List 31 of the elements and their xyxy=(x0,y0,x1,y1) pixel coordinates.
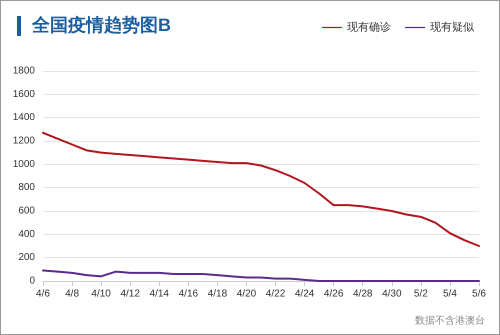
x-tick-label: 4/14 xyxy=(150,288,170,300)
y-tick-label: 1400 xyxy=(12,112,36,124)
y-tick-label: 600 xyxy=(18,206,36,216)
legend-label: 现有疑似 xyxy=(430,22,474,34)
text: 数据不含港澳台 xyxy=(415,314,485,326)
x-tick-label: 4/22 xyxy=(266,288,286,300)
y-tick-label: 1200 xyxy=(12,136,36,146)
x-tick-label: 4/10 xyxy=(91,288,112,300)
x-tick-label: 4/8 xyxy=(65,288,80,300)
x-tick-label: 4/12 xyxy=(120,288,140,300)
y-tick-label: 200 xyxy=(18,252,36,264)
y-tick-label: 1000 xyxy=(12,158,36,170)
chart-title: 全国疫情趋势图B xyxy=(31,15,171,35)
legend-label: 现有确诊 xyxy=(347,22,391,34)
x-tick-label: 5/2 xyxy=(414,288,428,300)
x-tick-label: 4/18 xyxy=(208,288,228,300)
x-tick-label: 4/26 xyxy=(324,288,344,300)
x-tick-label: 4/20 xyxy=(236,288,257,300)
x-tick-label: 5/6 xyxy=(472,288,486,300)
y-tick-label: 1800 xyxy=(12,66,36,76)
x-tick-label: 4/6 xyxy=(36,288,50,300)
y-tick-label: 1600 xyxy=(12,88,36,100)
x-tick-label: 4/28 xyxy=(353,288,373,300)
y-tick-label: 0 xyxy=(29,276,36,286)
x-tick-label: 4/24 xyxy=(294,288,315,300)
y-tick-label: 800 xyxy=(18,182,36,194)
x-tick-label: 4/16 xyxy=(178,288,198,300)
line-series xyxy=(42,132,480,247)
x-tick-label: 4/30 xyxy=(382,288,402,300)
y-tick-label: 400 xyxy=(18,228,36,240)
x-tick-label: 5/4 xyxy=(442,288,458,300)
